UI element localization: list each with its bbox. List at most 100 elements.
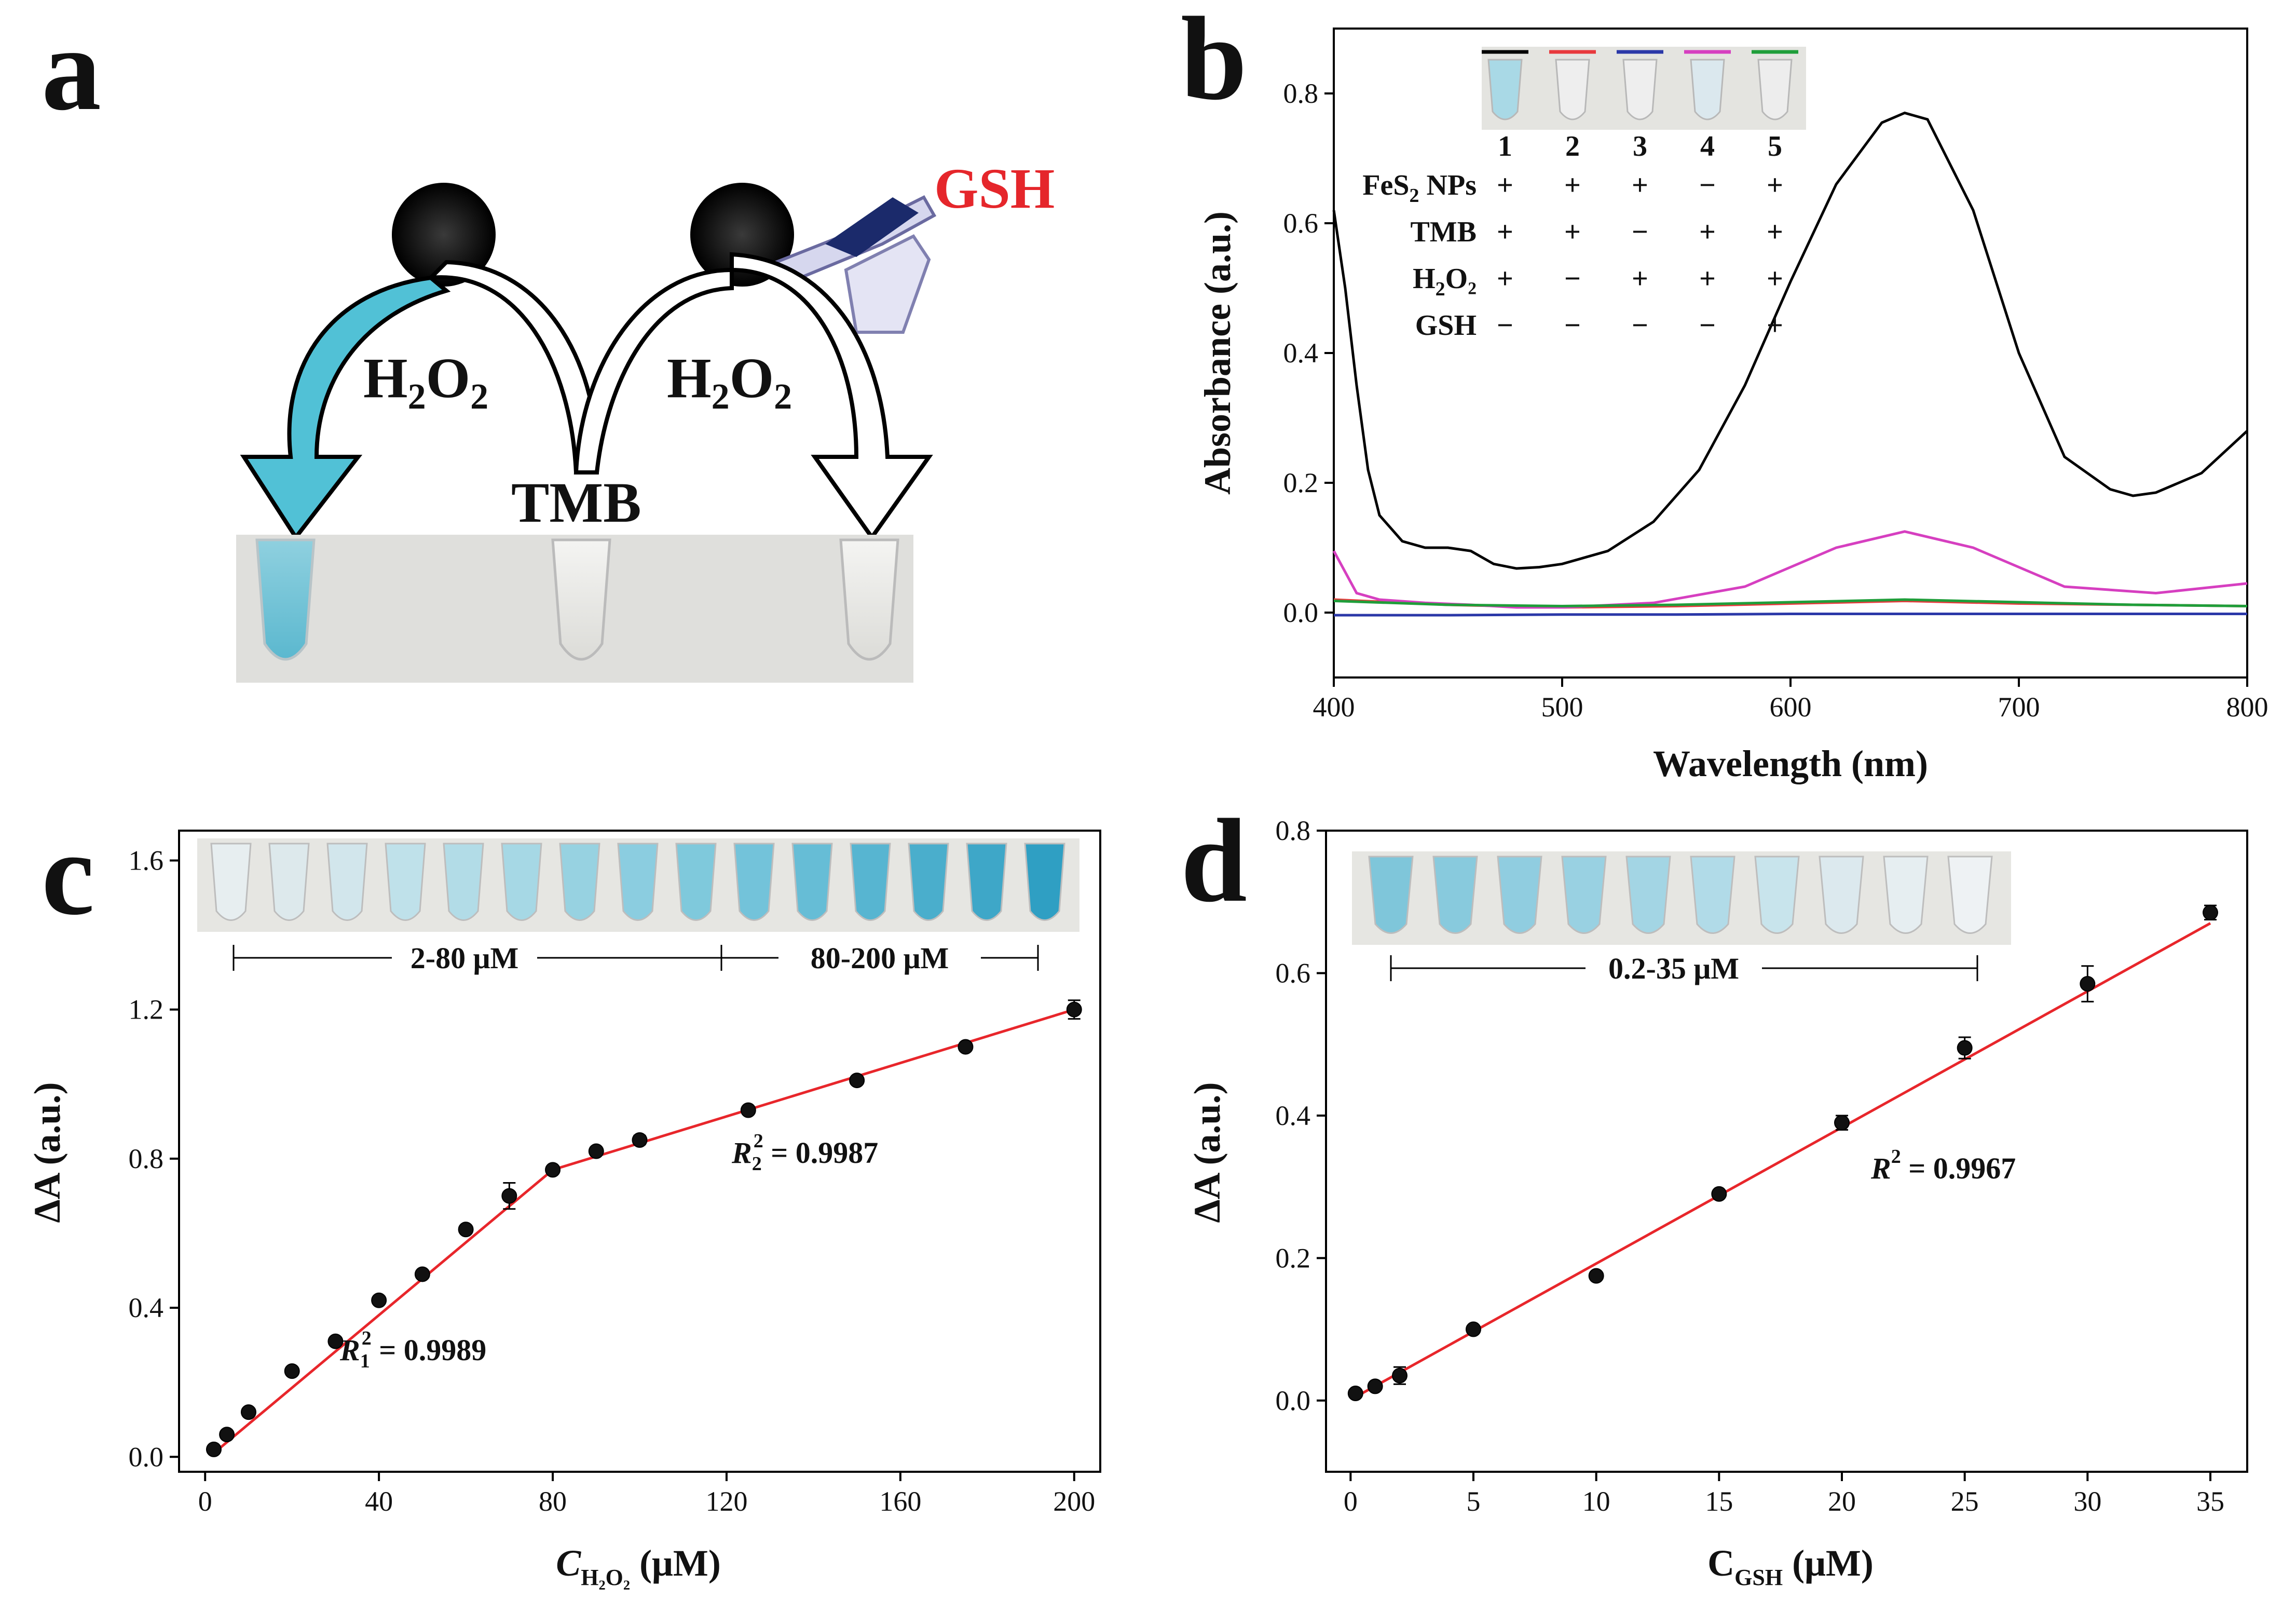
chart-b-legend-sign: + [1497, 216, 1513, 248]
chart-c-ylabel: ΔA (a.u.) [26, 1082, 68, 1223]
chart-c-xtick-label: 0 [198, 1486, 212, 1517]
chart-b-xtick-label: 600 [1770, 691, 1812, 723]
chart-b-legend-sign: + [1632, 169, 1648, 201]
panel-b: b Absorbance (a.u.) Wavelength (nm) 400 5… [1181, 0, 2268, 784]
chart-c-ytick-label: 1.2 [129, 994, 164, 1025]
chart-c-data-point [327, 1333, 344, 1349]
chart-b-ytick-label: 0.8 [1283, 78, 1319, 109]
left-cyan-arrow-icon [240, 275, 451, 541]
chart-d-tube-icon [1819, 856, 1864, 934]
chart-c-range-label-bg [778, 940, 981, 976]
chart-d-xtick-label: 20 [1828, 1486, 1856, 1517]
panel-d: d ΔA (a.u.) CGSH (μM) 0.2-35 μM 0 5 10 15 20… [1181, 794, 2248, 1590]
chart-b-legend-sign: + [1564, 216, 1581, 248]
chart-b-legend-sign: + [1497, 169, 1513, 201]
panel-letter-a: a [42, 3, 101, 135]
chart-c-tube-icon [501, 843, 542, 921]
chart-d-tube-icon [1561, 856, 1607, 934]
chart-c-range-label-bg [392, 940, 537, 976]
nanoparticle-left-icon [392, 183, 496, 287]
chart-c-ytick-label: 1.6 [129, 845, 164, 876]
chart-d-data-point [1588, 1268, 1604, 1284]
chart-d-ytick-label: 0.4 [1276, 1100, 1311, 1131]
tube-clear-right-icon [839, 538, 899, 661]
panel-letter-c: c [42, 807, 94, 940]
chart-d-xtick-label: 25 [1951, 1486, 1979, 1517]
chart-b-series-1-line [1332, 111, 2248, 570]
chart-d-tube-icon [1883, 856, 1929, 934]
chart-b-legend-sign: + [1767, 263, 1783, 295]
chart-c-data-point [414, 1266, 430, 1282]
chart-d-data-point [1367, 1378, 1383, 1394]
chart-c-data-point [458, 1222, 474, 1238]
chart-c-data-point [240, 1404, 256, 1420]
chart-c-data-point [632, 1132, 648, 1148]
chart-c-ytick-label: 0.4 [129, 1292, 164, 1323]
chart-b-legend-number: 2 [1565, 130, 1580, 162]
h2o2-right-label: H2O2 [667, 346, 792, 417]
chart-d-xtick-label: 0 [1344, 1486, 1358, 1517]
tube-blue-icon [255, 538, 316, 661]
chart-c-tube-icon [326, 843, 368, 921]
chart-d-tube-icon [1690, 856, 1735, 934]
chart-b-series-5-line [1333, 598, 2248, 608]
chart-d-ytick-label: 0.2 [1276, 1242, 1311, 1273]
chart-b-legend-sign: − [1564, 309, 1581, 342]
chart-b-ytick-label: 0.6 [1283, 208, 1319, 239]
chart-d-data-point [1466, 1321, 1481, 1337]
chart-b-legend-sign: + [1767, 309, 1783, 342]
chart-b-legend-row-label: TMB [1410, 216, 1477, 248]
chart-d-data-point [1711, 1186, 1727, 1202]
chart-c-data-point [958, 1039, 974, 1055]
chart-d-fit-line [1355, 922, 2211, 1399]
chart-b-series-4-line [1332, 530, 2248, 609]
chart-c-data-point [588, 1143, 604, 1159]
chart-c-tube-icon [268, 843, 310, 921]
chart-c-tube-icon [210, 843, 252, 921]
chart-b-legend-number: 1 [1498, 130, 1512, 162]
chart-d-tube-icon [1754, 856, 1800, 934]
chart-d-data-point [1392, 1367, 1407, 1384]
chart-b-xtick-label: 400 [1313, 691, 1355, 723]
chart-c-ytick-label: 0.8 [129, 1143, 164, 1174]
chart-c-data-point [206, 1441, 222, 1457]
chart-c-data-point [219, 1427, 235, 1443]
chart-d-tube-icon [1368, 856, 1414, 934]
panel-c: c ΔA (a.u.) CH₂O₂ (μM) 2-80 μM 80-200 μM … [26, 807, 1101, 1590]
chart-b-legend-sign: − [1632, 309, 1648, 342]
chart-c: ΔA (a.u.) CH₂O₂ (μM) 2-80 μM 80-200 μM 0 4… [26, 830, 1101, 1590]
chart-d-xtick-label: 15 [1705, 1486, 1733, 1517]
chart-c-tube-icon [850, 843, 891, 921]
chart-c-data-point [284, 1363, 300, 1379]
chart-d-ytick-label: 0.6 [1276, 957, 1311, 988]
chart-b-legend-number: 4 [1700, 130, 1715, 162]
chart-b-legend-sign: − [1632, 216, 1648, 248]
chart-b: Absorbance (a.u.) Wavelength (nm) 400 500… [1197, 28, 2268, 784]
chart-d-data-point [2203, 904, 2218, 920]
chart-c-tube-icon [1024, 843, 1065, 921]
chart-d-tube-icon [1625, 856, 1671, 934]
chart-b-xtick-label: 500 [1541, 691, 1583, 723]
chart-b-legend-sign: − [1699, 169, 1716, 201]
chart-c-fit-line [213, 1169, 554, 1455]
chart-c-xlabel: CH₂O₂ (μM) [556, 1542, 721, 1590]
chart-b-legend-sign: + [1767, 216, 1783, 248]
chart-c-range-label-2: 80-200 μM [811, 941, 949, 975]
chart-d-data-point [1834, 1115, 1850, 1131]
chart-d-xtick-label: 5 [1467, 1486, 1481, 1517]
chart-d-data-point [1957, 1040, 1973, 1056]
chart-b-legend-row-label: H2O₂ [1413, 263, 1477, 300]
chart-d-xtick-label: 30 [2073, 1486, 2101, 1517]
chart-c-data-point [740, 1102, 756, 1118]
h2o2-left-label: H2O2 [363, 346, 488, 417]
chart-b-legend-sign: + [1767, 169, 1783, 201]
chart-b-legend-sign: − [1564, 263, 1581, 295]
chart-c-tube-icon [791, 843, 833, 921]
chart-c-tube-icon [385, 843, 426, 921]
chart-c-data-point [1066, 1001, 1082, 1018]
chart-d-xlabel: CGSH (μM) [1707, 1542, 1874, 1590]
chart-b-legend-sign: + [1564, 169, 1581, 201]
chart-b-xtick-label: 700 [1998, 691, 2040, 723]
